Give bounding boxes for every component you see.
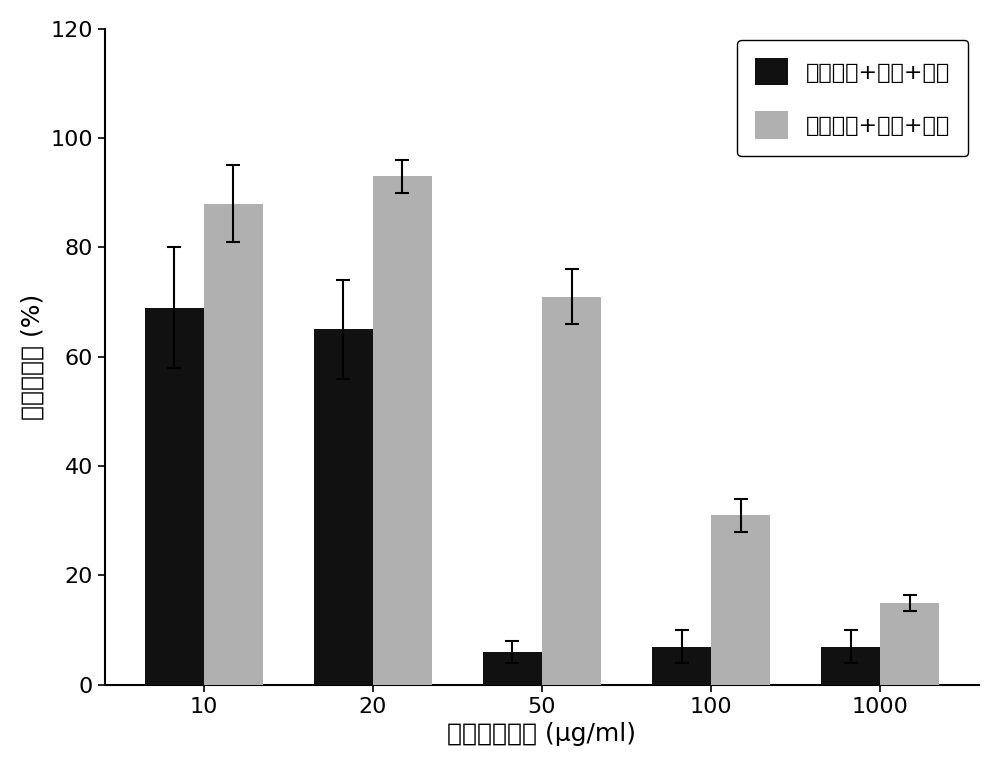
Y-axis label: 细胞生存率 (%): 细胞生存率 (%) — [21, 294, 45, 420]
Bar — [373, 176, 432, 685]
Bar — [652, 647, 711, 685]
Bar — [483, 652, 542, 685]
X-axis label: 复合材料浓度 (μg/ml): 复合材料浓度 (μg/ml) — [447, 723, 636, 746]
Bar — [880, 603, 939, 685]
Bar — [145, 308, 204, 685]
Bar — [314, 330, 373, 685]
Bar — [821, 647, 880, 685]
Bar — [542, 297, 601, 685]
Bar — [711, 515, 770, 685]
Bar — [204, 204, 263, 685]
Legend: 肿瘾细胞+材料+照射, 正常细胞+材料+照射: 肿瘾细胞+材料+照射, 正常细胞+材料+照射 — [737, 40, 968, 156]
